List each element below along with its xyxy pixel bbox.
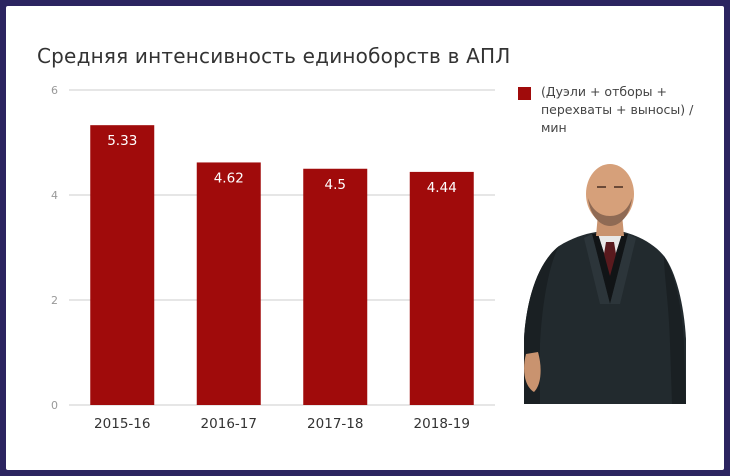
bar — [196, 162, 261, 405]
bar — [90, 125, 155, 406]
y-tick-label: 6 — [51, 84, 58, 97]
x-category-label: 2015-16 — [94, 416, 150, 432]
x-category-label: 2016-17 — [201, 416, 257, 432]
bar-chart: 0 2 4 6 5.33 2015-16 4.62 2016-17 4.5 2017-18 4.44… — [51, 84, 495, 432]
chart-title: Средняя интенсивность единоборств в АПЛ — [37, 44, 511, 68]
legend-label: (Дуэли + отборы + перехваты + выносы) /м… — [541, 84, 694, 135]
bar-value-label: 5.33 — [107, 133, 137, 149]
bar-value-label: 4.44 — [427, 180, 457, 196]
legend-swatch — [518, 87, 531, 100]
y-tick-label: 0 — [51, 399, 58, 412]
man-in-suit-photo — [524, 164, 686, 404]
bar-value-label: 4.5 — [325, 177, 346, 193]
bar — [303, 168, 368, 405]
x-category-label: 2018-19 — [414, 416, 470, 432]
y-tick-label: 4 — [51, 189, 58, 202]
chart-panel: Средняя интенсивность единоборств в АПЛ … — [6, 6, 724, 470]
bar — [409, 171, 474, 405]
bar-value-label: 4.62 — [214, 170, 244, 186]
y-tick-label: 2 — [51, 294, 58, 307]
x-category-label: 2017-18 — [307, 416, 363, 432]
